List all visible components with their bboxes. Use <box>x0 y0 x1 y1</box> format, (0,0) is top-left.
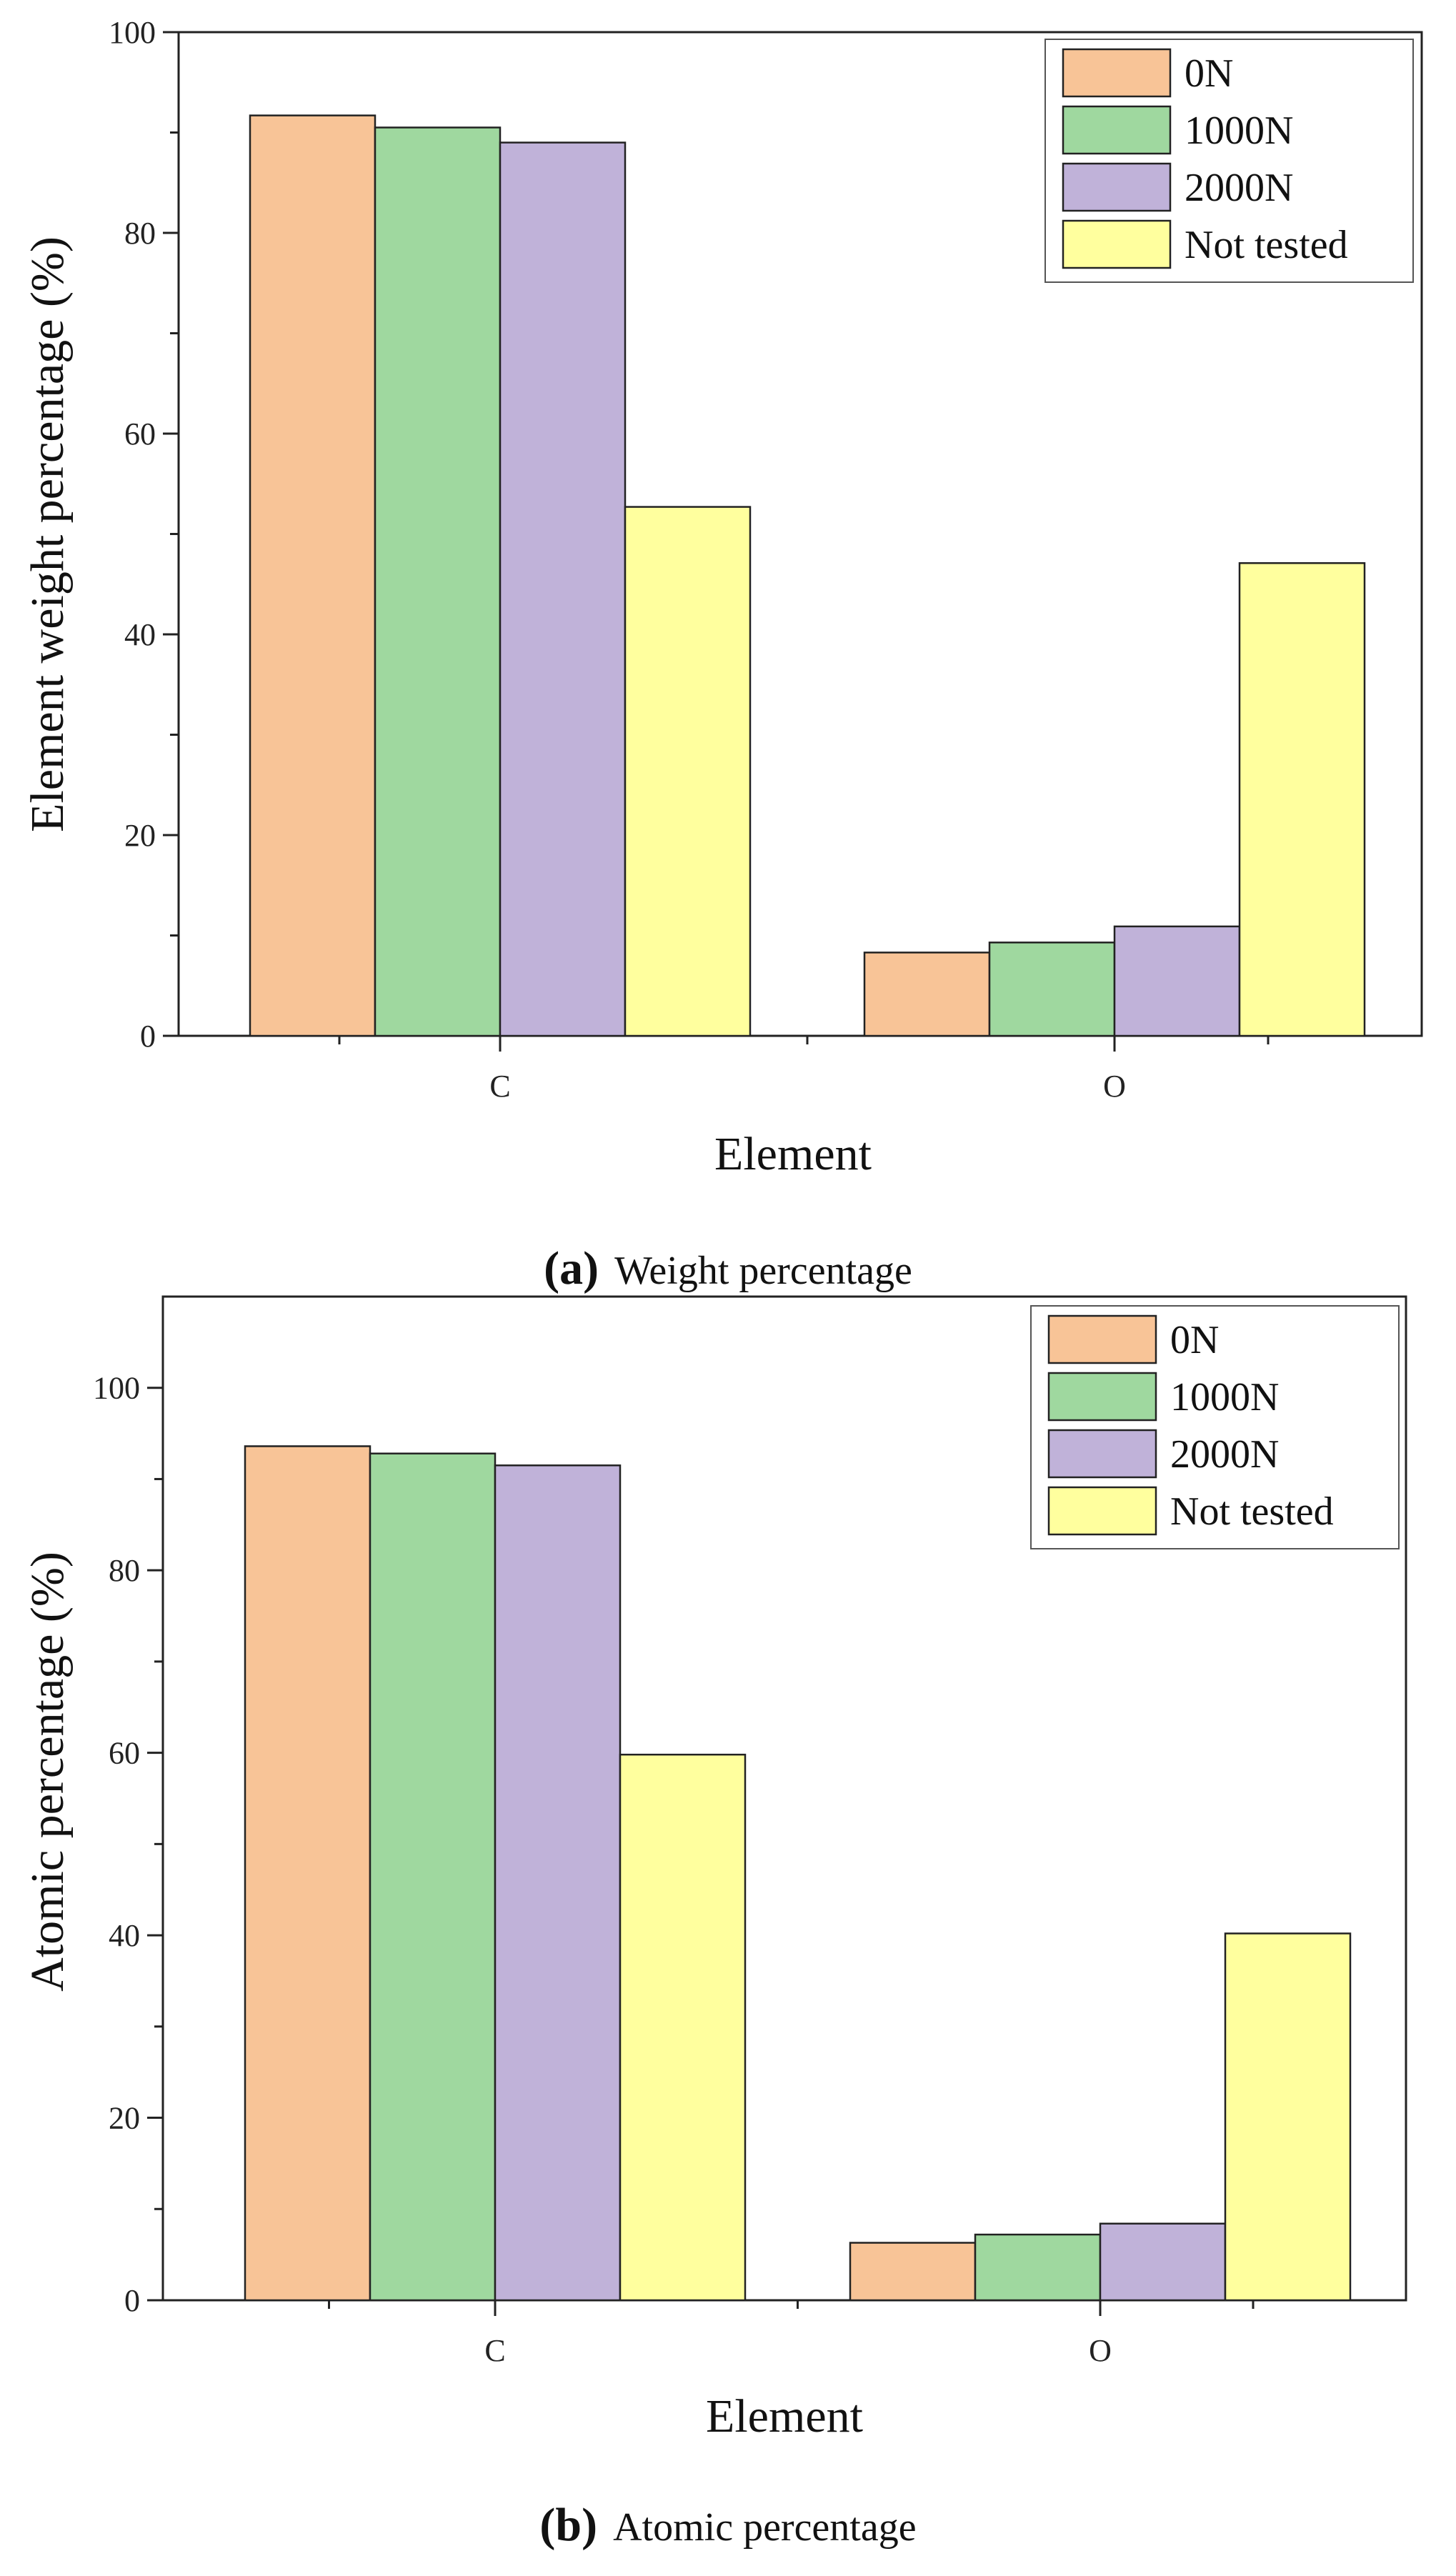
chart-b-caption-text: Atomic percentage <box>613 2505 916 2550</box>
chart-a-bars <box>249 114 1366 1037</box>
chart-b-y-tick-label: 60 <box>109 1736 140 1771</box>
chart-a-y-tick-label: 100 <box>109 15 156 50</box>
chart-b-bar-o-2000n <box>1099 2222 1227 2302</box>
chart-a-caption-text: Weight percentage <box>614 1249 912 1293</box>
chart-b-x-tick-label-o: O <box>1089 2333 1112 2368</box>
chart-b-legend: 0N 1000N 2000N Not tested <box>1030 1305 1400 1549</box>
chart-b-bar-c-0n <box>244 1445 372 2302</box>
chart-b-legend-swatch-2000n <box>1047 1429 1157 1479</box>
chart-a-y-axis-title: Element weight percentage (%) <box>21 236 74 832</box>
chart-b-bar-o-not-tested <box>1224 1932 1352 2302</box>
chart-a-y-tick-label: 60 <box>124 416 156 451</box>
chart-a-legend-label-not-tested: Not tested <box>1185 223 1348 267</box>
chart-b-bar-c-1000n <box>369 1452 497 2302</box>
chart-b-x-axis-title: Element <box>706 2390 863 2442</box>
chart-a-legend-label-1000n: 1000N <box>1185 109 1293 153</box>
chart-b-caption-letter: (b) <box>539 2499 597 2551</box>
chart-a-caption-letter: (a) <box>544 1242 599 1294</box>
chart-b-y-tick-label: 40 <box>109 1918 140 1953</box>
chart-a-legend-label-0n: 0N <box>1185 51 1233 96</box>
chart-b-y-tick-label: 0 <box>124 2283 140 2318</box>
chart-b-bar-o-0n <box>849 2242 977 2302</box>
chart-b-y-axis: 0 20 40 60 80 100 <box>93 1371 163 2318</box>
chart-a-y-tick-label: 0 <box>140 1019 156 1054</box>
chart-a-x-tick-label-c: C <box>489 1069 510 1104</box>
chart-a-bar-c-0n <box>249 114 377 1037</box>
chart-b-x-tick-label-c: C <box>484 2333 505 2368</box>
chart-b-y-tick-label: 20 <box>109 2101 140 2136</box>
chart-b-bar-c-2000n <box>494 1464 622 2302</box>
chart-a-y-tick-label: 40 <box>124 617 156 652</box>
chart-a-legend-label-2000n: 2000N <box>1185 166 1293 210</box>
chart-a-x-tick-label-o: O <box>1103 1069 1126 1104</box>
chart-b-legend-swatch-1000n <box>1047 1372 1157 1422</box>
chart-b-caption: (b) Atomic percentage <box>539 2499 916 2551</box>
chart-b-y-axis-title: Atomic percentage (%) <box>21 1552 74 1992</box>
chart-b-legend-swatch-not-tested <box>1047 1486 1157 1536</box>
chart-b-bar-c-not-tested <box>619 1753 747 2302</box>
chart-a-y-tick-label: 80 <box>124 216 156 251</box>
chart-b-bar-o-1000n <box>974 2233 1102 2302</box>
chart-b-legend-label-2000n: 2000N <box>1170 1432 1279 1477</box>
chart-a-y-axis: 0 20 40 60 80 100 <box>109 15 179 1054</box>
chart-a-bar-o-0n <box>863 952 991 1037</box>
chart-a-bar-o-2000n <box>1113 925 1241 1037</box>
chart-b-legend-label-1000n: 1000N <box>1170 1375 1279 1419</box>
chart-a-caption: (a) Weight percentage <box>544 1242 912 1294</box>
chart-b-y-tick-label: 100 <box>93 1371 140 1406</box>
chart-b-legend-label-0n: 0N <box>1170 1318 1219 1362</box>
chart-a-bar-o-1000n <box>988 942 1116 1037</box>
chart-a-y-tick-label: 20 <box>124 818 156 853</box>
chart-a-bar-c-not-tested <box>624 506 752 1037</box>
chart-a-bar-o-not-tested <box>1238 561 1366 1037</box>
chart-a-bar-c-2000n <box>499 141 627 1037</box>
chart-b-y-tick-label: 80 <box>109 1553 140 1588</box>
chart-b-legend-swatch-0n <box>1047 1314 1157 1364</box>
chart-a-bar-c-1000n <box>374 126 502 1037</box>
chart-a-x-axis-title: Element <box>714 1128 872 1180</box>
chart-a-legend-swatch-1000n <box>1062 105 1172 155</box>
chart-a-legend-swatch-2000n <box>1062 162 1172 212</box>
chart-a-legend-swatch-0n <box>1062 48 1172 98</box>
chart-a-legend: 0N 1000N 2000N Not tested <box>1044 39 1414 283</box>
chart-a-legend-swatch-not-tested <box>1062 219 1172 269</box>
chart-b-legend-label-not-tested: Not tested <box>1170 1489 1334 1534</box>
chart-b-bars <box>244 1445 1352 2302</box>
